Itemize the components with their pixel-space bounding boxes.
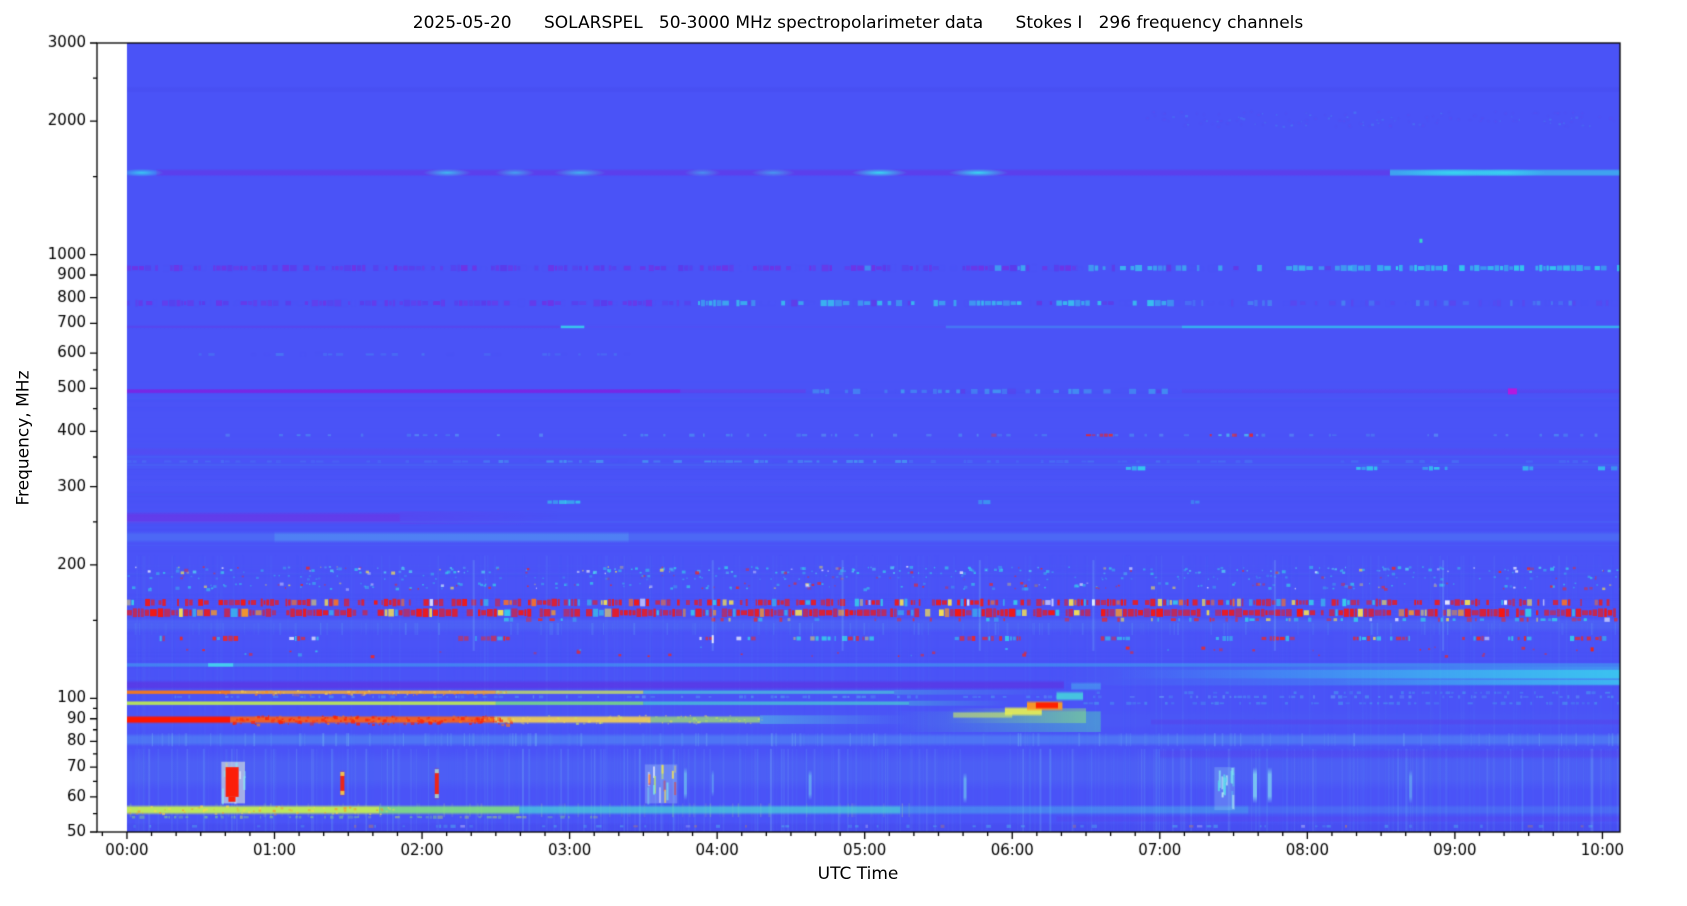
chart-title: 2025-05-20 SOLARSPEL 50-3000 MHz spectro… [412, 13, 1304, 33]
x-axis-label: UTC Time [817, 864, 899, 884]
y-axis-label: Frequency, MHz [13, 370, 34, 506]
